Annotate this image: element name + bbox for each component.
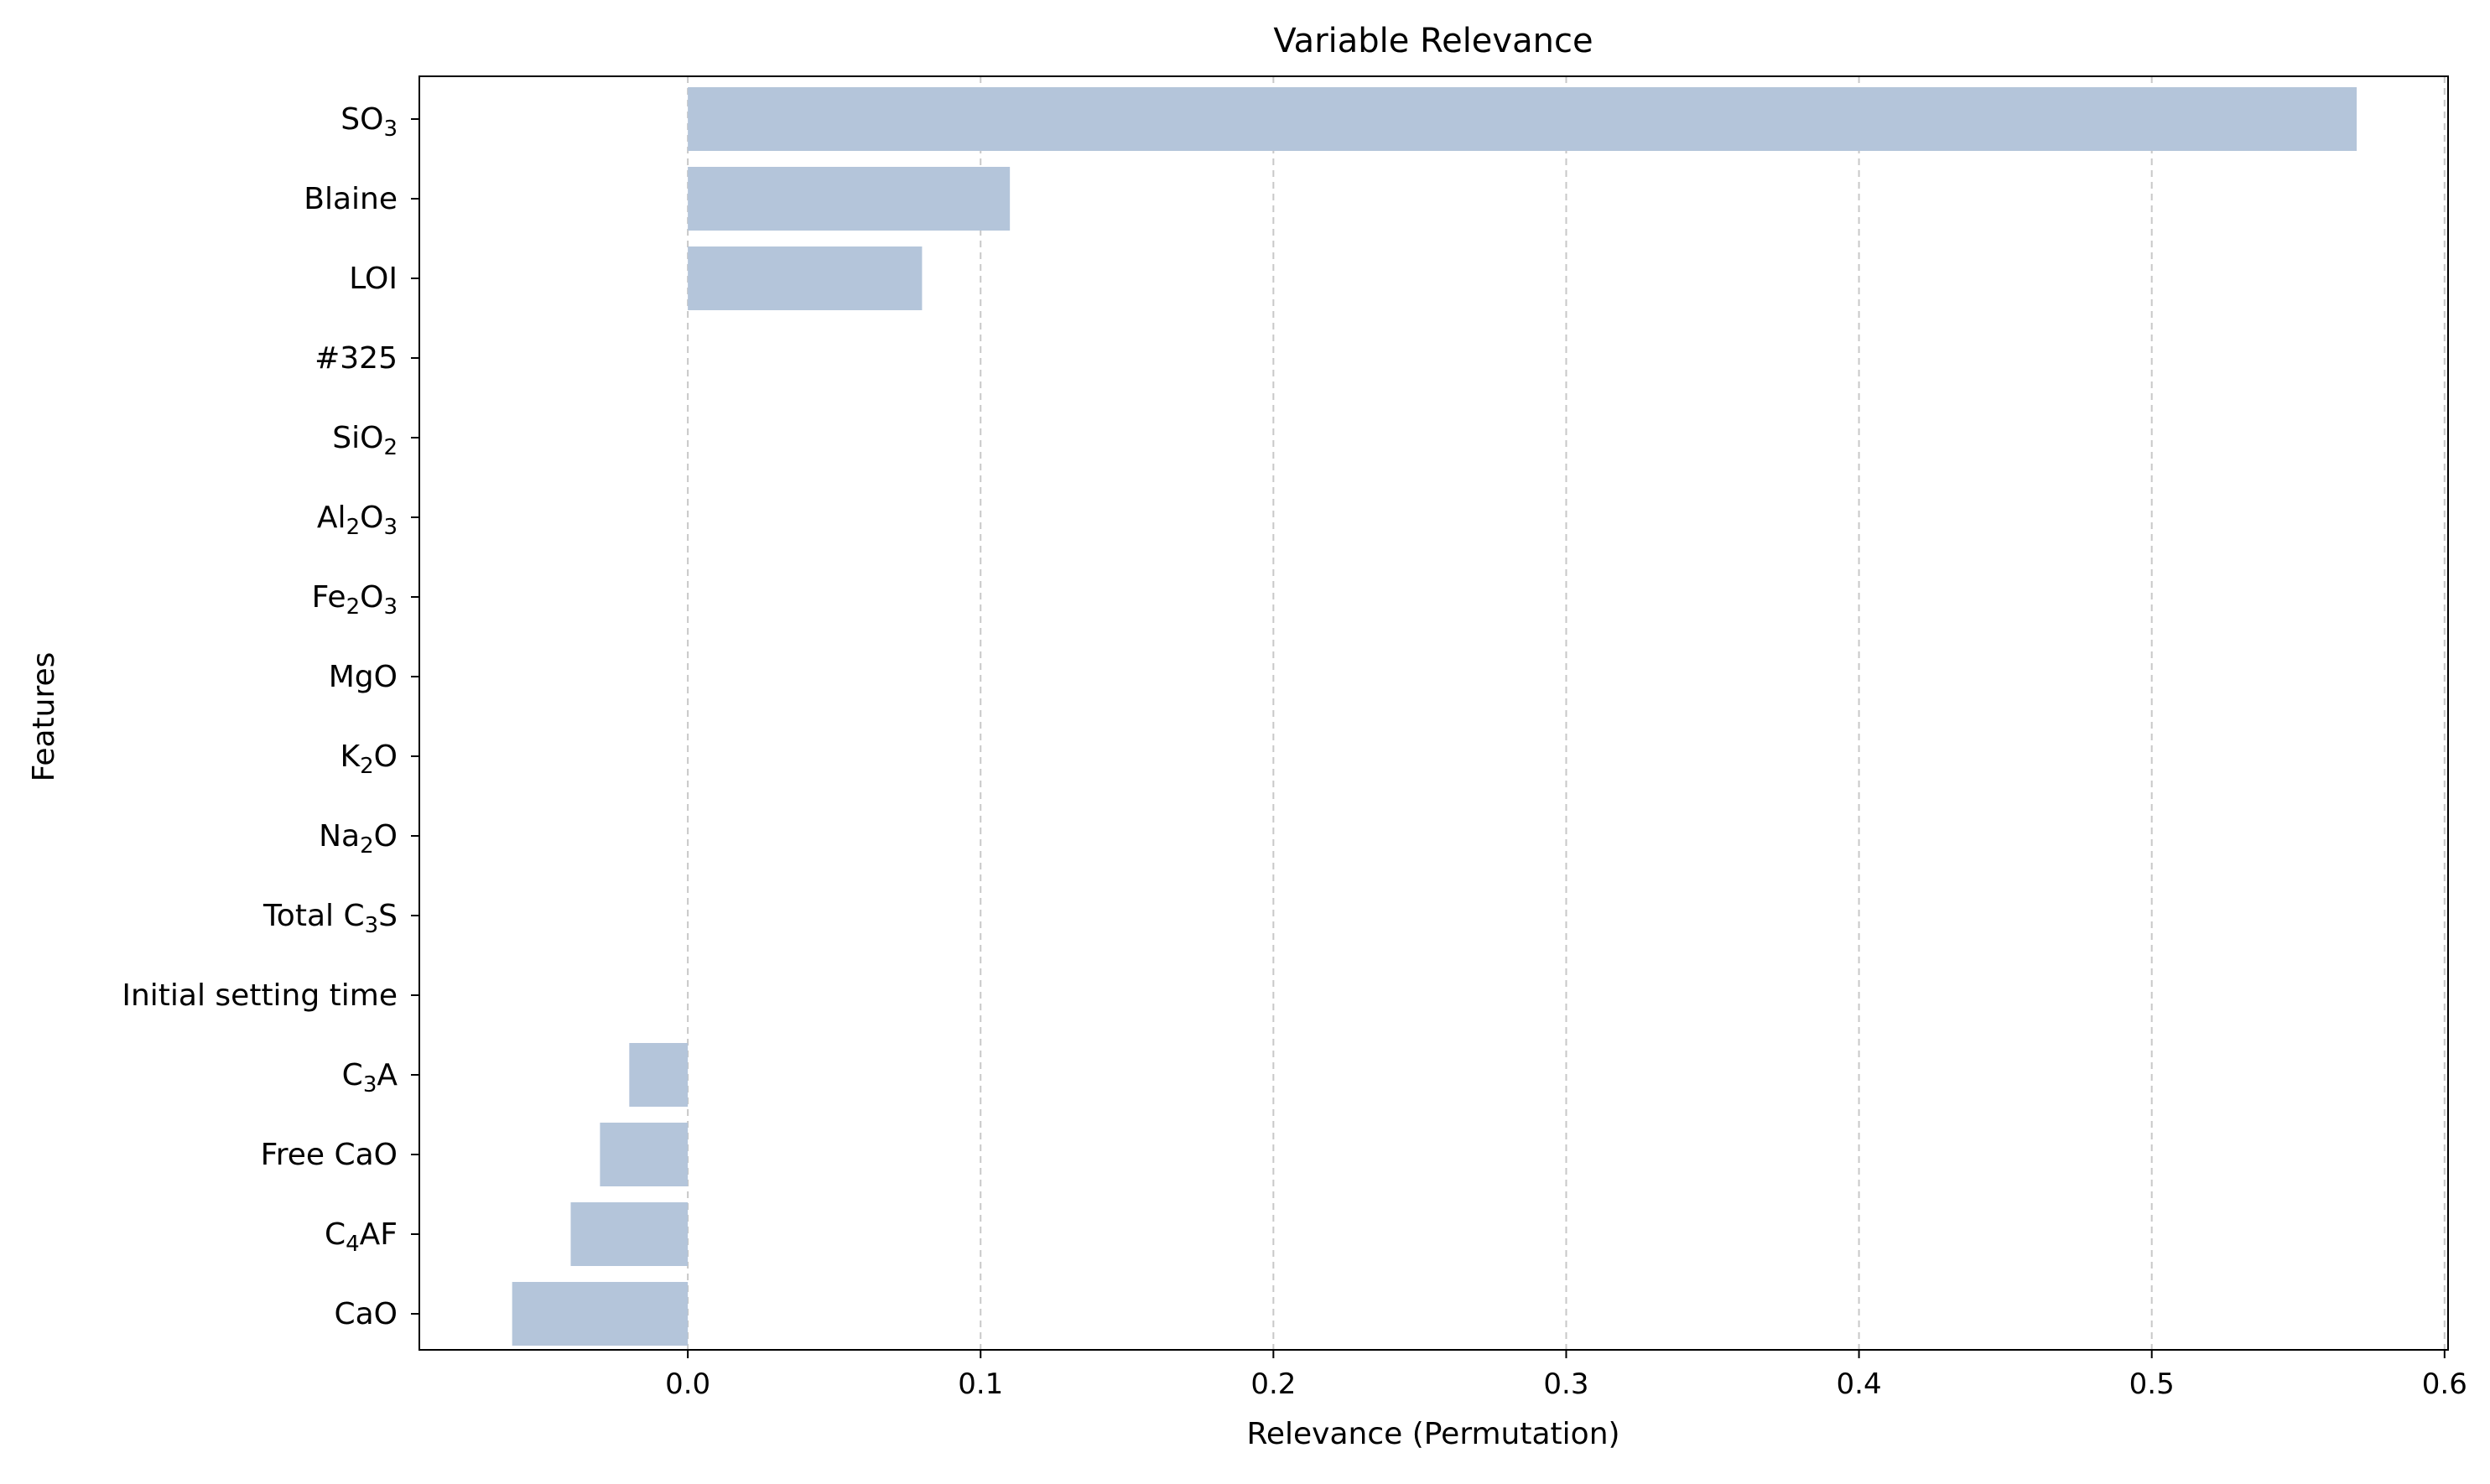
x-tick-label: 0.4 (1837, 1367, 1882, 1401)
x-tick-label: 0.6 (2422, 1367, 2467, 1401)
bar (512, 1282, 689, 1346)
y-tick-label: SO3 (340, 102, 398, 142)
y-tick-label: LOI (349, 262, 398, 296)
bars (512, 87, 2357, 1346)
y-tick-label: SiO2 (332, 421, 398, 460)
grid-lines (687, 76, 2446, 1350)
bar (688, 167, 1011, 231)
x-axis-label: Relevance (Permutation) (1246, 1417, 1619, 1451)
chart-title: Variable Relevance (1273, 22, 1593, 60)
x-axis-ticks: 0.0 0.1 0.2 0.3 0.4 0.5 0.6 (665, 1350, 2467, 1401)
y-tick-label: Initial setting time (122, 978, 398, 1013)
y-tick-label: Na2O (319, 819, 398, 859)
bar (600, 1123, 689, 1186)
x-tick-label: 0.5 (2129, 1367, 2175, 1401)
x-tick-label: 0.0 (665, 1367, 710, 1401)
bar (688, 87, 2357, 151)
y-axis-ticks: SO3 Blaine LOI #325 SiO2 Al2O3 Fe2O3 MgO K2O Na2O… (122, 102, 419, 1331)
y-tick-label: Al2O3 (317, 501, 398, 540)
y-tick-label: Blaine (304, 182, 398, 216)
y-tick-label: C4AF (325, 1217, 398, 1257)
y-tick-label: Free CaO (261, 1138, 398, 1172)
bar (570, 1202, 689, 1266)
y-axis-label: Features (27, 652, 61, 782)
x-tick-label: 0.1 (958, 1367, 1003, 1401)
plot-frame (418, 75, 2449, 1351)
y-tick-label: Total C3S (263, 899, 398, 938)
y-tick-label: CaO (334, 1297, 398, 1331)
bar (688, 246, 923, 310)
x-tick-label: 0.3 (1543, 1367, 1588, 1401)
y-tick-label: Fe2O3 (312, 580, 398, 620)
bar (629, 1043, 689, 1107)
y-tick-label: #325 (314, 341, 398, 376)
y-tick-label: MgO (329, 660, 398, 694)
y-tick-label: C3A (342, 1058, 398, 1097)
x-tick-label: 0.2 (1250, 1367, 1296, 1401)
y-tick-label: K2O (340, 739, 398, 779)
